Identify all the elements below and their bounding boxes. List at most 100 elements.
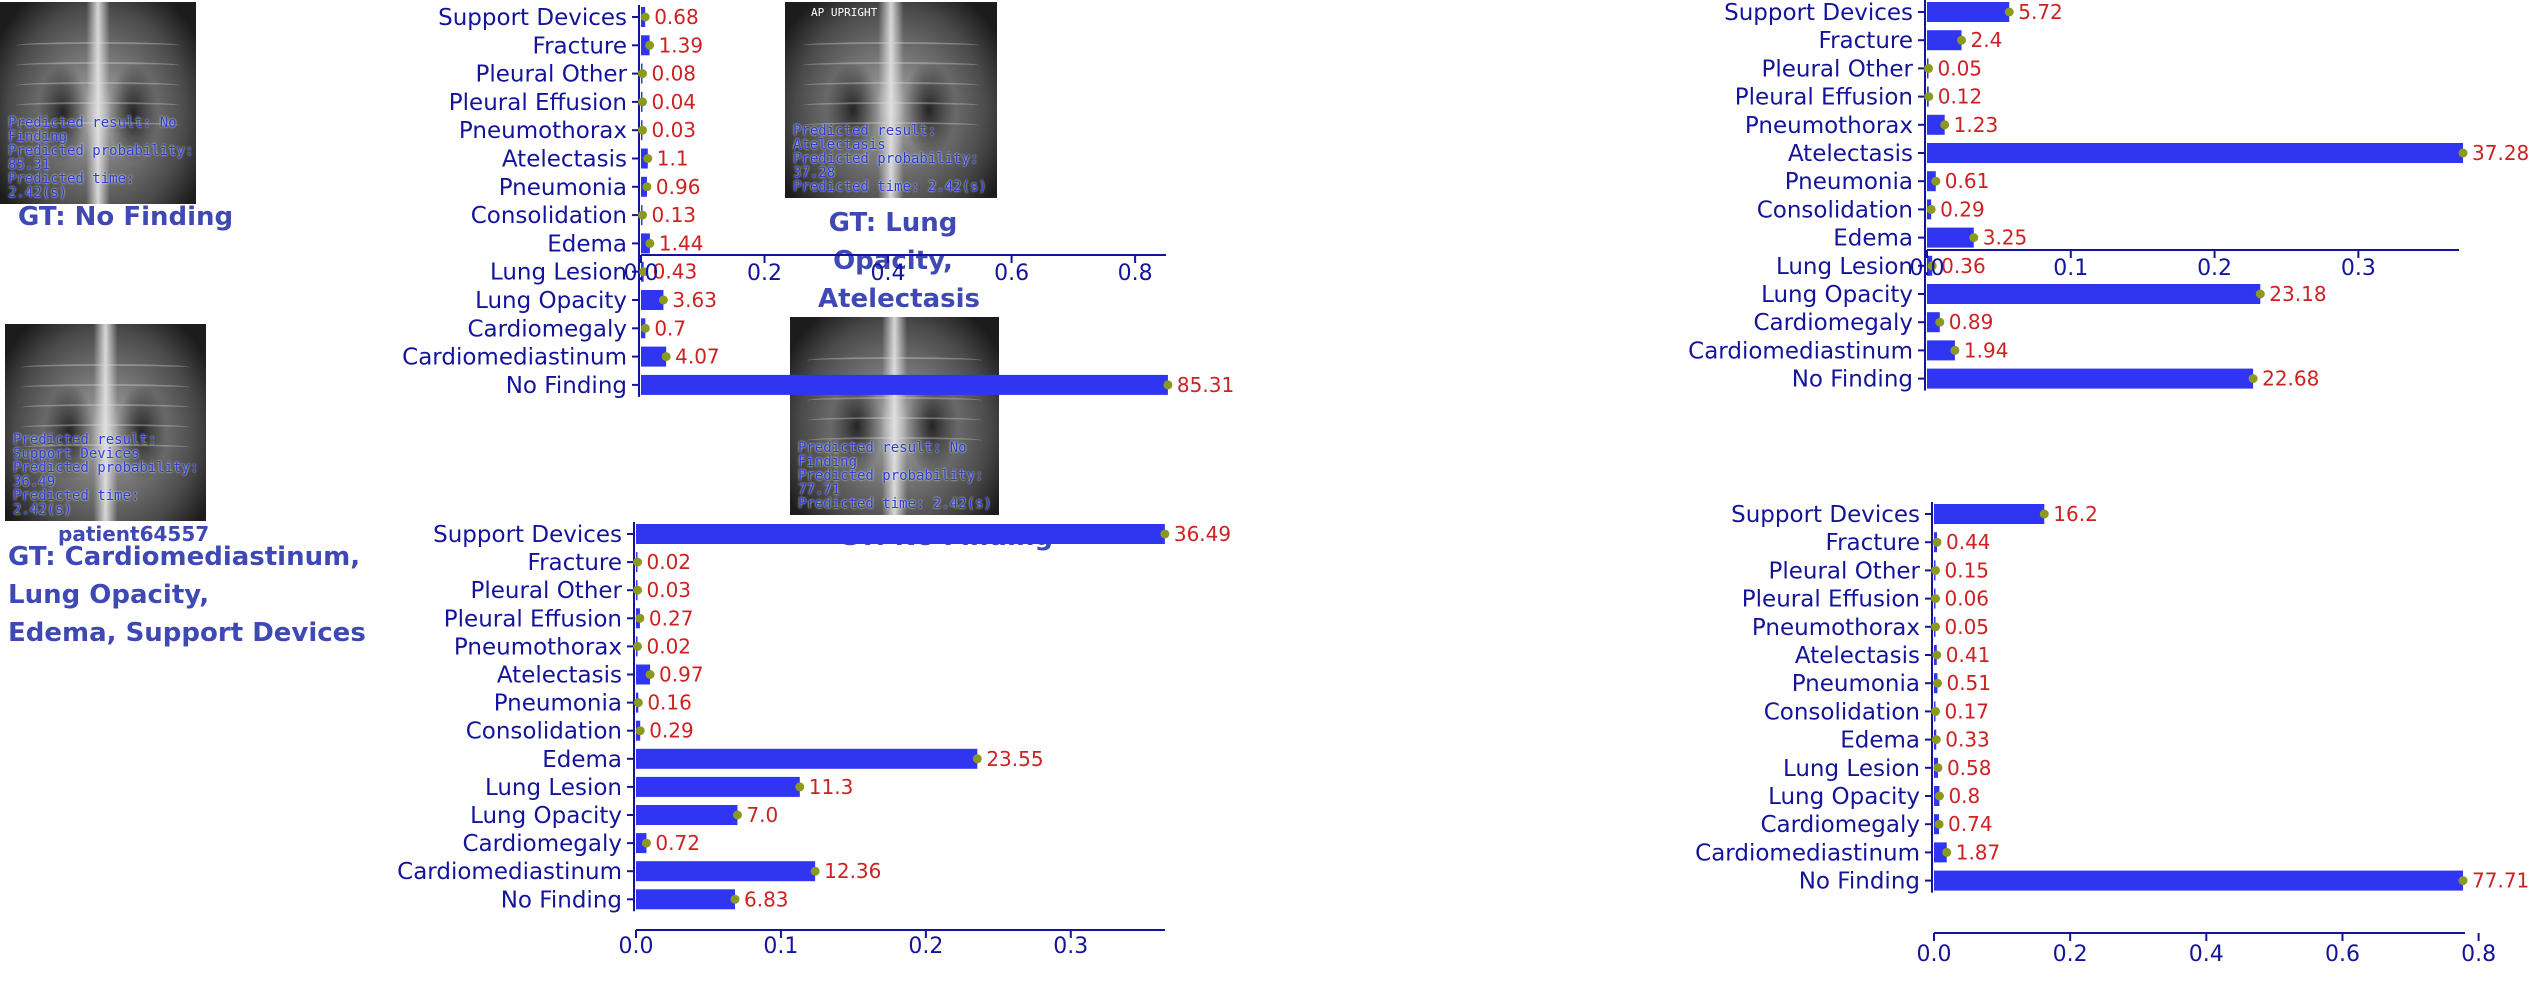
bar-end-marker [795,782,805,792]
value-label: 5.72 [2018,0,2063,24]
bar-end-marker [638,125,647,135]
category-label: Support Devices [1724,0,1913,26]
category-label: Fracture [528,550,622,576]
value-label: 77.71 [2472,869,2529,893]
bar [636,664,651,685]
bar-end-marker [638,210,647,220]
overlay-probability: Predicted probability: 37.28 [793,151,979,181]
category-label: Pleural Effusion [444,606,622,632]
value-label: 11.3 [809,775,854,799]
bar-end-marker [1931,735,1941,745]
value-label: 0.16 [647,691,692,715]
value-label: 6.83 [744,887,789,911]
bar [1927,143,2464,163]
bar-end-marker [2458,148,2468,158]
value-label: 0.8 [1948,784,1980,808]
value-label: 0.13 [652,203,697,227]
bar-end-marker [643,154,653,163]
bar-end-marker [1950,345,1960,355]
bar-end-marker [2004,7,2014,17]
bar-end-marker [1931,594,1940,604]
value-label: 0.89 [1949,310,1994,334]
bar-end-marker [2248,374,2258,384]
bar-end-marker [633,585,642,595]
xray-image: Predicted result: No Finding Predicted p… [790,317,999,515]
category-label: Atelectasis [502,147,627,173]
x-tick-label: 0.0 [1910,256,1945,281]
category-label: Cardiomegaly [467,316,627,342]
category-label: Edema [547,231,627,257]
image-tag: AP UPRIGHT [811,6,878,19]
bar [1934,870,2464,891]
value-label: 1.23 [1954,113,1999,137]
bar-end-marker [2458,876,2468,886]
bar [636,833,647,854]
value-label: 0.03 [652,118,697,142]
category-label: Cardiomegaly [1753,310,1913,336]
bar-end-marker [645,238,655,248]
category-label: Consolidation [1764,699,1920,725]
value-label: 22.68 [2262,367,2319,391]
bar-end-marker [1932,537,1942,547]
overlay-result: Predicted result: No Finding [798,440,967,470]
category-label: Atelectasis [1788,141,1913,167]
category-label: Fracture [533,33,627,59]
bar-end-marker [1931,565,1940,575]
category-label: Pleural Effusion [1742,587,1920,613]
overlay-probability: Predicted probability: 85.31 [8,143,194,173]
bar-end-marker [1926,204,1936,214]
bar-end-marker [1957,35,1967,45]
x-tick-label: 0.3 [1053,934,1088,959]
bar [636,524,1165,544]
value-label: 3.63 [672,288,717,312]
overlay-time: Predicted time: 2.42(s) [798,496,992,512]
ground-truth-label: GT: No Finding [18,202,234,232]
ground-truth-label: GT: Cardiomediastinum, Lung Opacity, Ede… [8,542,366,648]
category-label: Pneumonia [1785,169,1913,195]
bar-end-marker [1924,92,1934,102]
value-label: 0.04 [652,90,697,114]
bar-end-marker [645,670,655,679]
bar-end-marker [972,754,982,764]
value-label: 3.25 [1983,226,2028,250]
value-label: 1.44 [659,231,704,255]
bar-end-marker [639,267,649,277]
x-tick-label: 0.4 [871,261,906,286]
bar [636,889,735,910]
x-tick-label: 0.0 [1917,942,1952,967]
value-label: 0.05 [1938,56,1983,80]
bar-end-marker [1931,622,1940,632]
x-tick-label: 0.1 [2053,256,2088,281]
bar [1927,340,1955,361]
value-label: 0.44 [1946,530,1991,554]
value-label: 0.02 [647,550,692,574]
bar-end-marker [640,323,650,333]
x-tick-label: 0.0 [624,261,659,286]
category-label: Lung Lesion [1783,756,1920,782]
bar-end-marker [1933,763,1943,773]
value-label: 0.33 [1945,728,1990,752]
x-tick-label: 0.6 [2325,942,2360,967]
bar-end-marker [642,182,652,192]
value-label: 0.29 [1940,197,1985,221]
value-label: 0.29 [649,719,694,743]
bar-end-marker [1934,819,1944,829]
bar-end-marker [638,97,647,107]
value-label: 0.43 [653,260,698,284]
category-label: Pleural Other [470,578,622,604]
bar-end-marker [641,838,651,848]
bar [1927,368,2254,389]
bar [636,776,800,797]
overlay-probability: Predicted probability: 77.71 [798,468,984,498]
bar-end-marker [1940,120,1950,130]
value-label: 0.41 [1946,643,1991,667]
value-label: 0.96 [656,175,701,199]
value-label: 0.61 [1945,169,1990,193]
value-label: 7.0 [746,803,778,827]
x-tick-label: 0.4 [2189,942,2224,967]
value-label: 16.2 [2053,502,2098,526]
value-label: 37.28 [2472,141,2529,165]
prediction-overlay: Predicted result: Support Devices Predic… [13,433,206,517]
value-label: 0.51 [1946,671,1991,695]
category-label: Pleural Other [1768,558,1920,584]
